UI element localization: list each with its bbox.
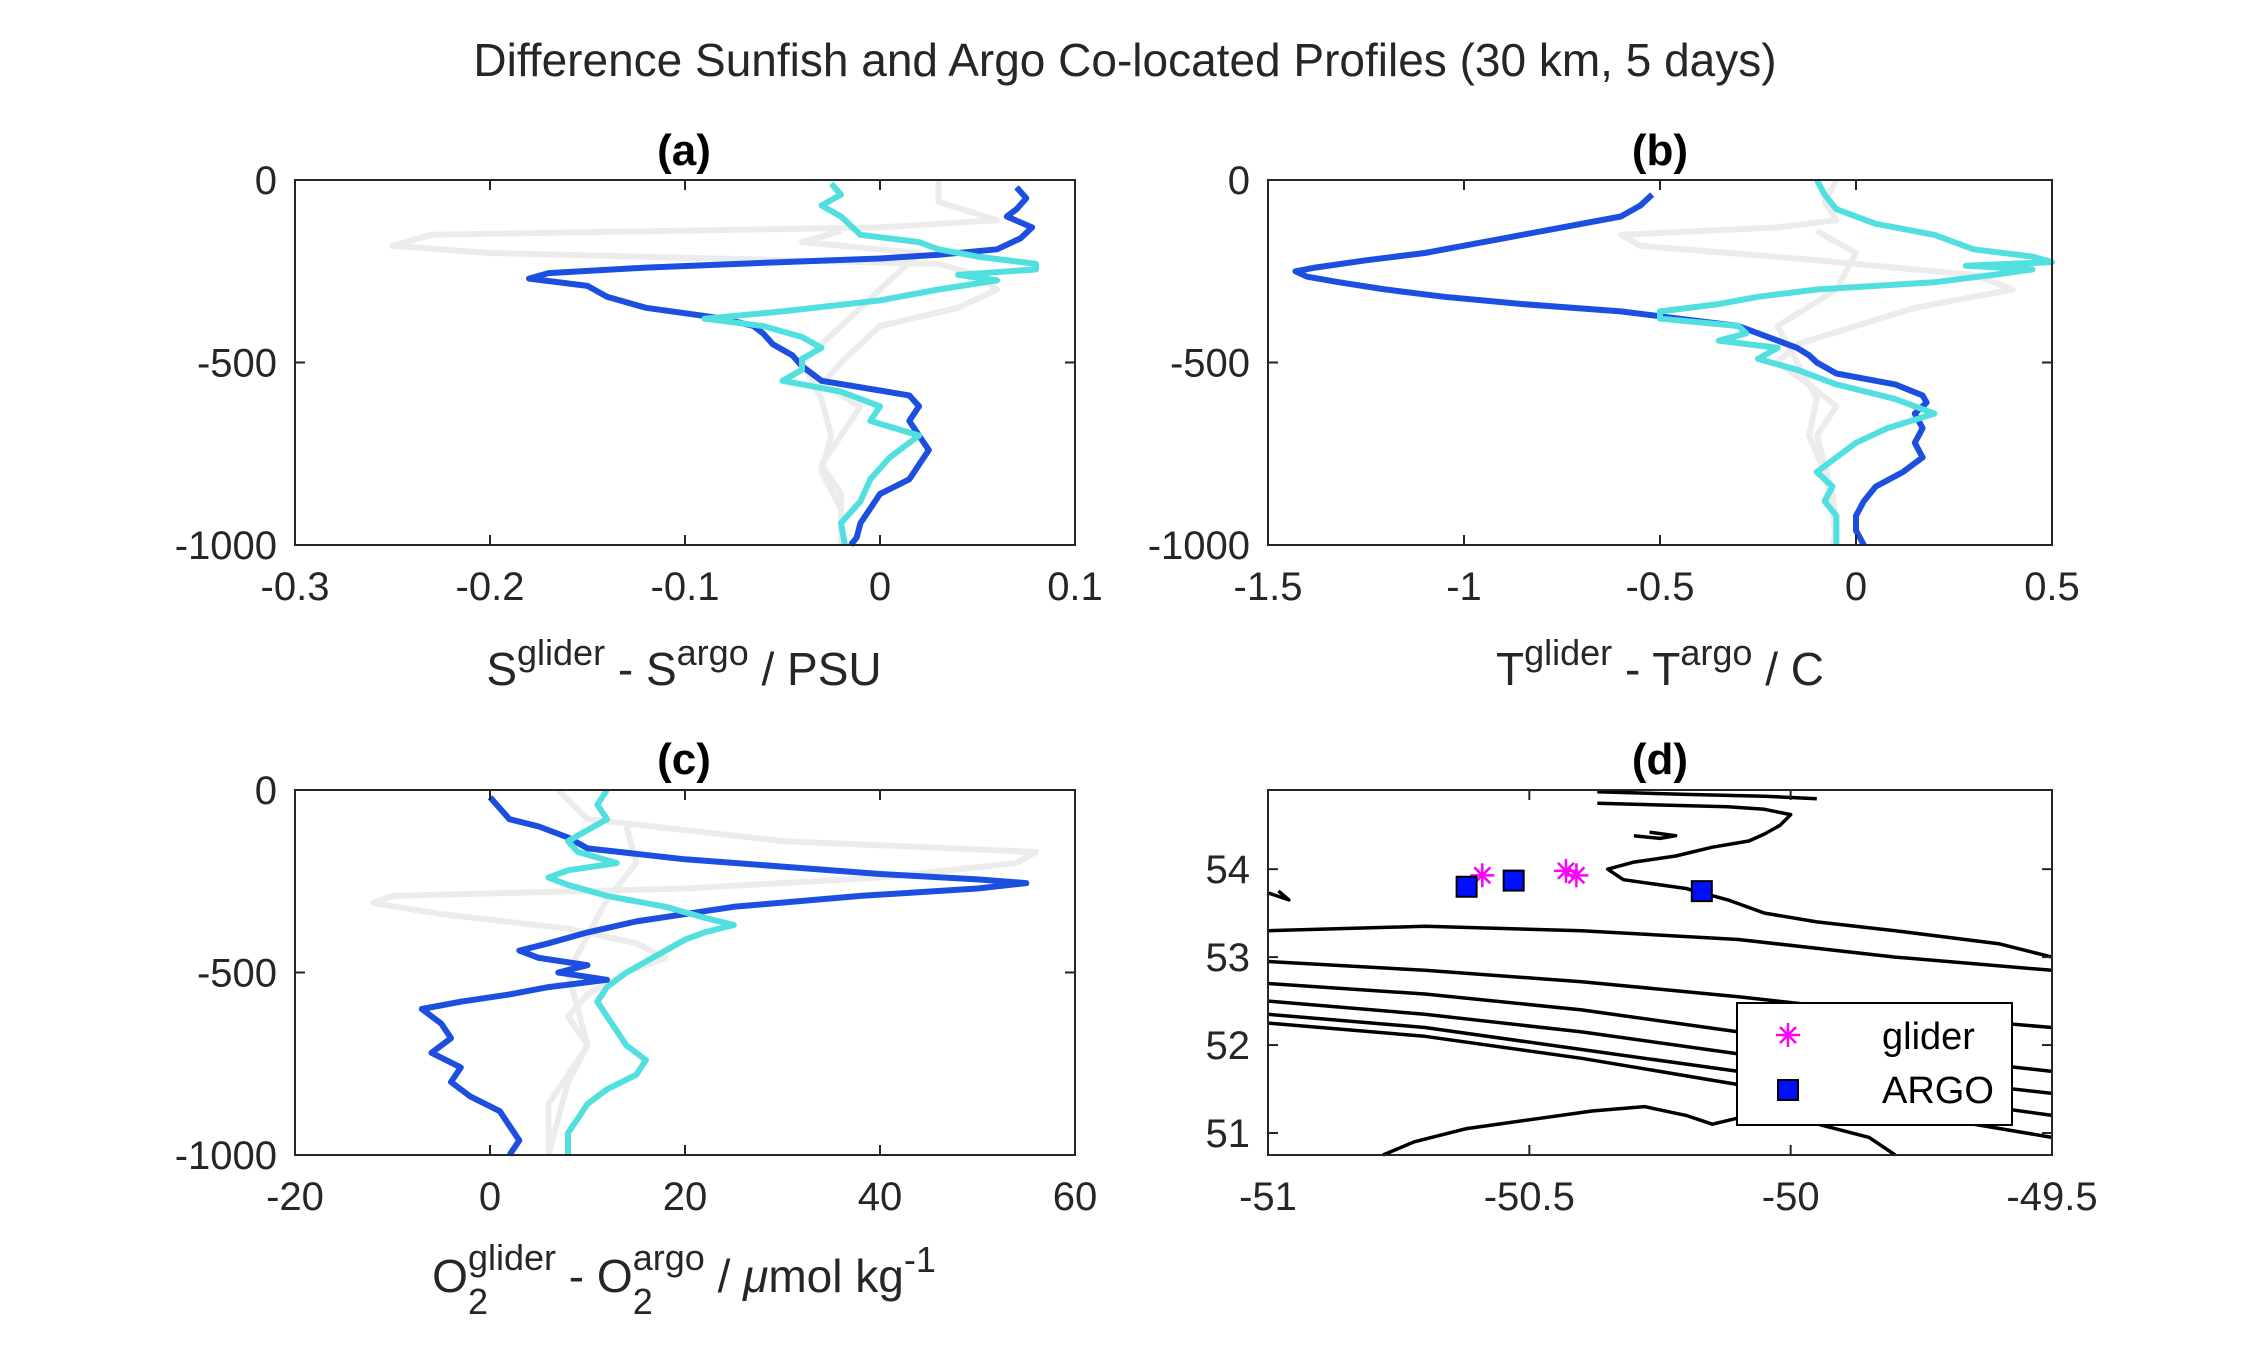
legend-glider-marker — [1776, 1023, 1800, 1047]
series-dark-line-2 — [526, 185, 1036, 547]
legend: glider ARGO — [1736, 1002, 2013, 1126]
argo-marker — [1455, 875, 1478, 898]
x-tick-label: -20 — [266, 1175, 324, 1219]
contour-line-4 — [1267, 924, 2053, 973]
panel-a-xlabel: Sglider - Sargo / PSU — [486, 632, 881, 695]
axes-box — [294, 179, 1076, 546]
glider-marker — [1553, 858, 1578, 883]
series-grey-line-0 — [1617, 178, 2016, 546]
contour-line-0 — [1597, 790, 1817, 801]
x-tick-label: -1 — [1446, 565, 1482, 609]
figure-title: Difference Sunfish and Argo Co-located P… — [473, 34, 1776, 86]
legend-argo-label: ARGO — [1882, 1070, 1994, 1112]
y-tick-label: 0 — [1228, 159, 1250, 203]
x-tick-label: -0.5 — [1626, 565, 1695, 609]
panel-c-title: (c) — [657, 735, 711, 784]
y-tick-label: -500 — [1170, 342, 1250, 386]
panel-b-title: (b) — [1632, 126, 1688, 175]
panel-a: (a) -0.3 -0.2 -0.1 0 0.1 0 -500 -1000 Sglider -… — [175, 126, 1103, 695]
contour-line-1 — [1597, 801, 2053, 959]
x-tick-label: -0.1 — [651, 565, 720, 609]
argo-marker — [1502, 869, 1525, 892]
x-tick-label: -0.3 — [261, 565, 330, 609]
x-tick-label: -49.5 — [2006, 1175, 2097, 1219]
y-tick-label: 53 — [1206, 936, 1251, 980]
x-tick-label: 20 — [663, 1175, 708, 1219]
panel-d: (d) -51 -50.5 -50 -49.5 51 52 53 54 glider ARGO — [1206, 735, 2098, 1219]
panel-a-plot: -0.3 -0.2 -0.1 0 0.1 0 -500 -1000 — [175, 159, 1103, 609]
series-dark-line-2 — [418, 795, 1030, 1157]
x-tick-label: -1.5 — [1234, 565, 1303, 609]
axes-box — [1267, 789, 2053, 1156]
x-tick-label: 0 — [479, 1175, 501, 1219]
legend-box — [1736, 1002, 2013, 1126]
glider-marker — [1564, 863, 1589, 888]
y-tick-label: 51 — [1206, 1112, 1251, 1156]
panel-d-title: (d) — [1632, 735, 1688, 784]
series-dark-line-2 — [1292, 192, 1930, 547]
series-light-line-3 — [701, 181, 1039, 546]
panel-b-xlabel: Tglider - Targo / C — [1496, 632, 1824, 695]
panel-c: (c) -20 0 20 40 60 0 -500 -1000 O2glider - O2ar… — [175, 735, 1098, 1322]
contour-line-2 — [1633, 830, 1678, 841]
series-light-line-3 — [1657, 178, 2055, 545]
x-tick-label: 0 — [869, 565, 891, 609]
x-tick-label: 0.1 — [1047, 565, 1103, 609]
x-tick-label: -50.5 — [1484, 1175, 1575, 1219]
legend-glider-label: glider — [1882, 1016, 1975, 1058]
y-tick-label: 52 — [1206, 1024, 1251, 1068]
y-tick-label: -1000 — [1148, 524, 1250, 568]
x-tick-label: 0.5 — [2024, 565, 2080, 609]
x-tick-label: 40 — [858, 1175, 903, 1219]
panel-b-plot: -1.5 -1 -0.5 0 0.5 0 -500 -1000 — [1148, 159, 2080, 609]
series-light-line-3 — [545, 788, 737, 1155]
x-tick-label: -51 — [1239, 1175, 1297, 1219]
panel-c-xlabel: O2glider - O2argo / μmol kg-1 — [432, 1237, 936, 1322]
y-tick-label: -1000 — [175, 1134, 277, 1178]
legend-argo-marker — [1777, 1079, 1799, 1101]
y-tick-label: 0 — [255, 769, 277, 813]
panel-b: (b) -1.5 -1 -0.5 0 0.5 0 -500 -1000 Tglider - T… — [1148, 126, 2080, 695]
y-tick-label: -500 — [197, 952, 277, 996]
x-tick-label: 60 — [1053, 1175, 1098, 1219]
contour-line-3 — [1267, 889, 1291, 902]
y-tick-label: 54 — [1206, 848, 1251, 892]
y-tick-label: -500 — [197, 342, 277, 386]
argo-marker — [1690, 880, 1713, 903]
y-tick-label: 0 — [255, 159, 277, 203]
axes-box — [294, 789, 1076, 1156]
panel-a-title: (a) — [657, 126, 711, 175]
x-tick-label: -50 — [1762, 1175, 1820, 1219]
series-grey-line-0 — [389, 180, 1000, 545]
x-tick-label: 0 — [1845, 565, 1867, 609]
y-tick-label: -1000 — [175, 524, 277, 568]
panel-c-plot: -20 0 20 40 60 0 -500 -1000 — [175, 769, 1098, 1219]
x-tick-label: -0.2 — [456, 565, 525, 609]
series-grey-line-1 — [545, 825, 640, 1156]
